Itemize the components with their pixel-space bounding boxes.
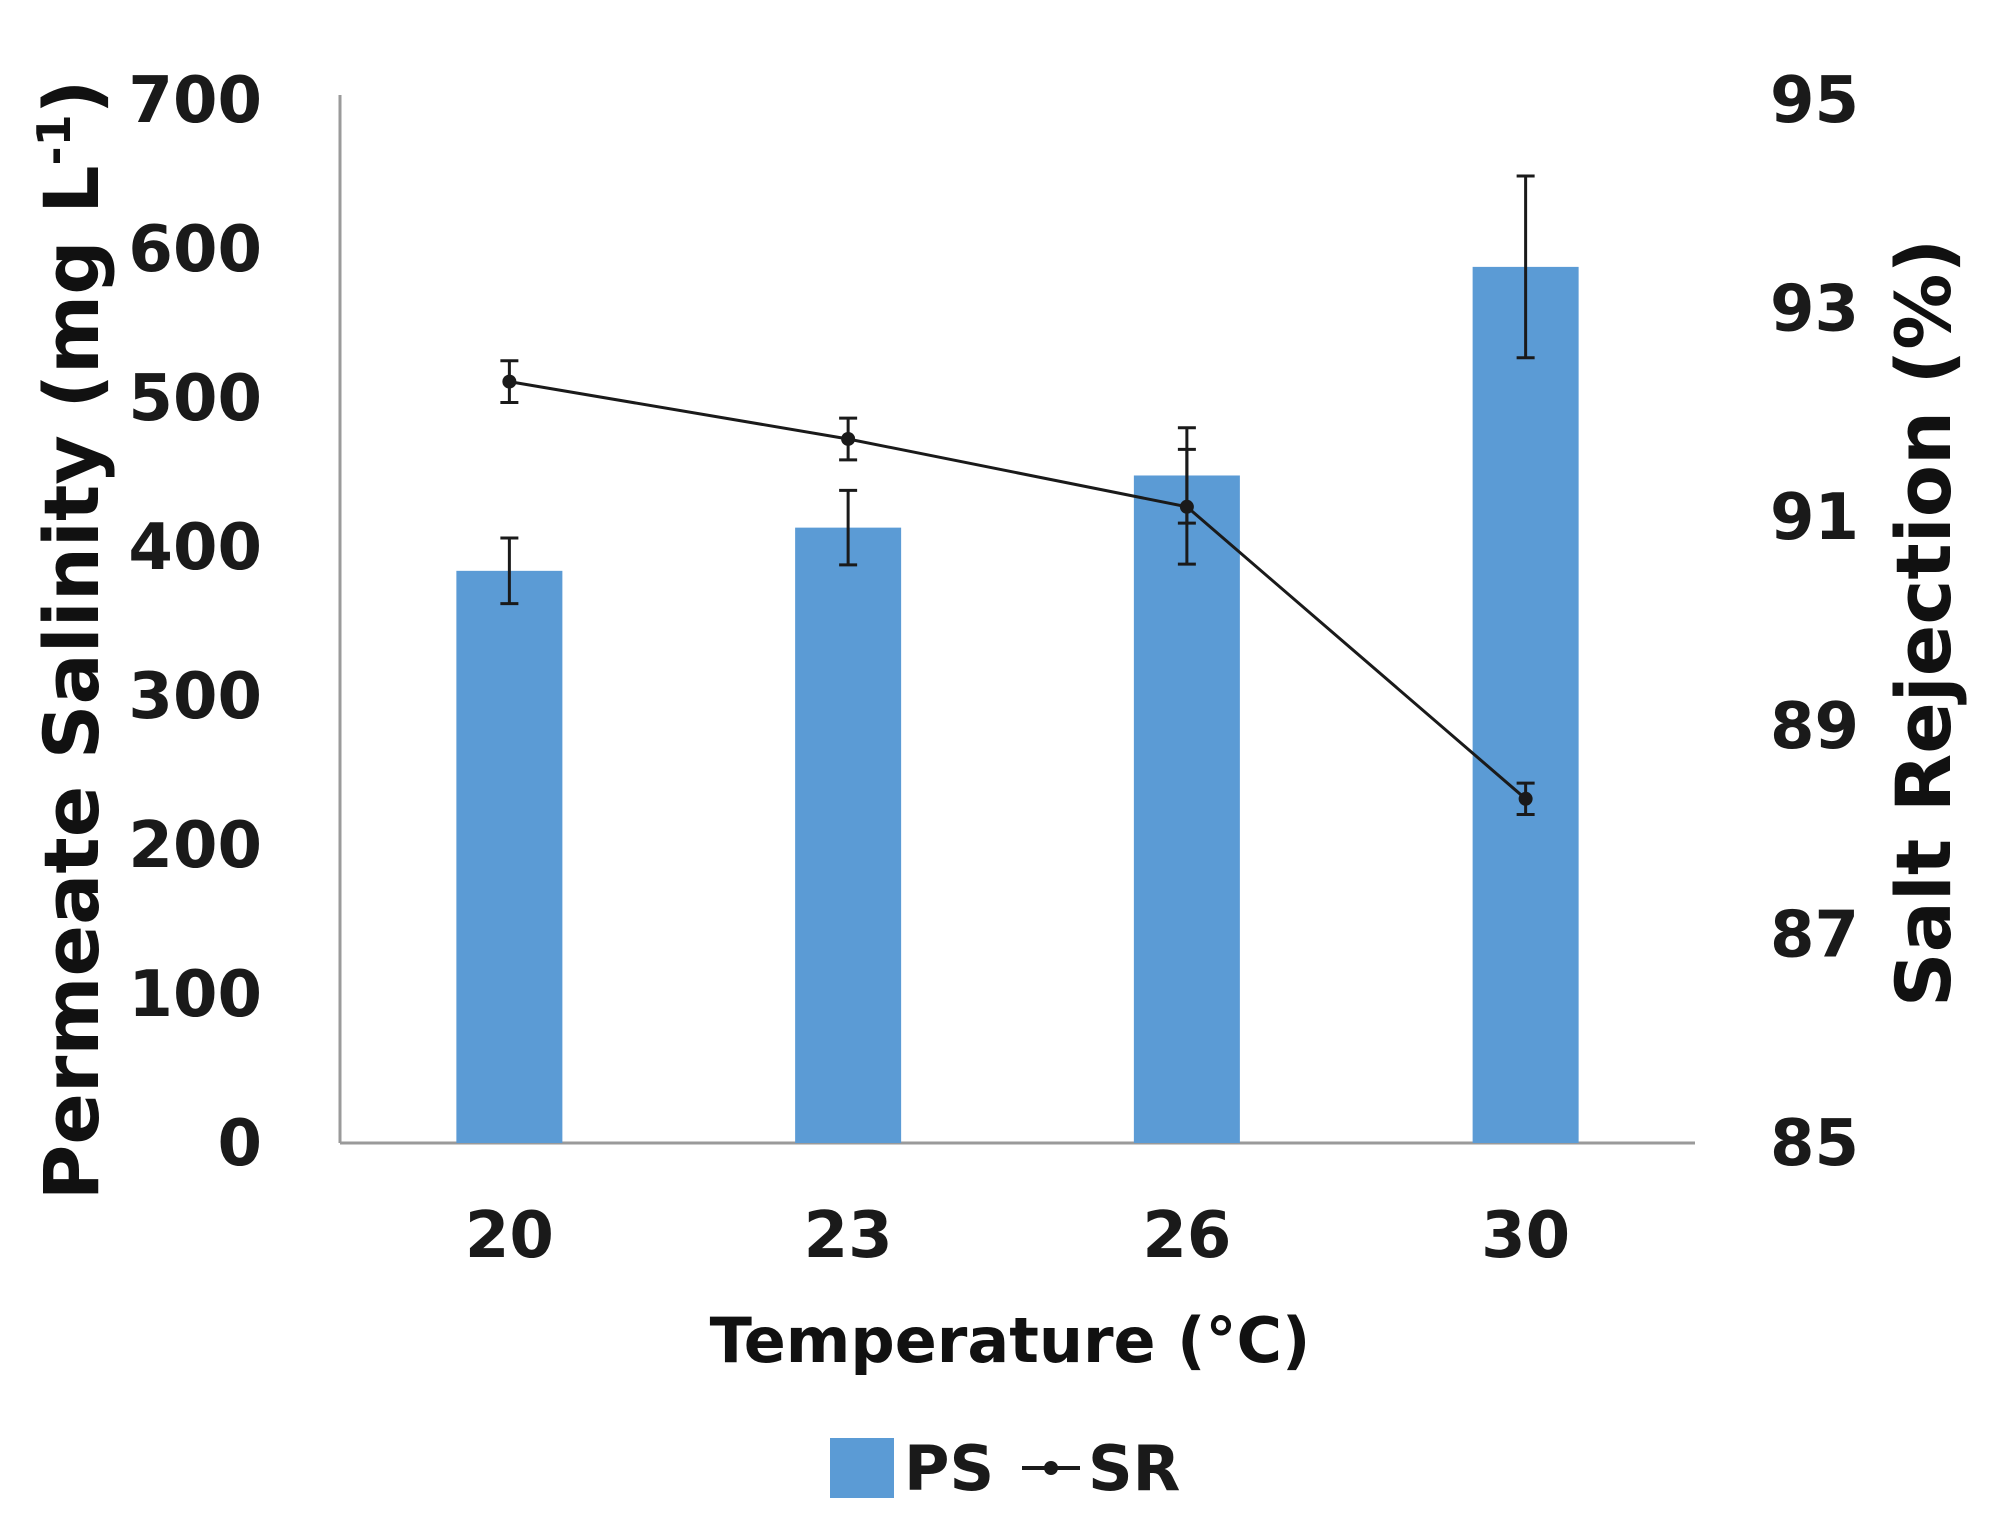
x-tick-label: 26 xyxy=(1142,1199,1231,1273)
bar-ps-26 xyxy=(1133,475,1240,1144)
legend-sr-marker xyxy=(1044,1461,1058,1475)
right-tick-label: 85 xyxy=(1770,1107,1859,1181)
error-bar-ps-20 xyxy=(500,536,519,606)
left-axis-ticks: 0 100 200 300 400 500 600 700 xyxy=(128,64,262,1181)
error-bar-ps-23 xyxy=(839,488,858,567)
left-axis-title: Permeate Salinity (mg L-1) xyxy=(27,80,116,1201)
sr-point-30 xyxy=(1518,791,1533,806)
sr-line-group xyxy=(500,359,1535,816)
right-tick-label: 93 xyxy=(1770,273,1859,347)
bar-ps-20 xyxy=(456,570,563,1143)
legend-ps-swatch xyxy=(830,1438,894,1498)
sr-point-20 xyxy=(502,374,517,389)
right-tick-label: 89 xyxy=(1770,690,1859,764)
left-tick-label: 200 xyxy=(128,809,262,883)
bar-ps-30 xyxy=(1472,266,1579,1143)
sr-point-23 xyxy=(841,431,856,446)
legend-ps-label: PS xyxy=(904,1432,994,1505)
right-tick-label: 87 xyxy=(1770,898,1859,972)
bar-ps-23 xyxy=(795,527,902,1143)
right-axis-title: Salt Rejection (%) xyxy=(1879,239,1968,1007)
x-tick-label: 30 xyxy=(1481,1199,1570,1273)
left-tick-label: 700 xyxy=(128,64,262,138)
sr-point-26 xyxy=(1179,499,1194,514)
left-tick-label: 300 xyxy=(128,660,262,734)
left-tick-label: 0 xyxy=(217,1107,262,1181)
sr-line xyxy=(509,380,1527,800)
right-tick-label: 95 xyxy=(1770,64,1859,138)
left-tick-label: 100 xyxy=(128,958,262,1032)
left-tick-label: 600 xyxy=(128,213,262,287)
right-tick-label: 91 xyxy=(1770,481,1859,555)
x-axis-title: Temperature (°C) xyxy=(710,1304,1311,1377)
error-bar-ps-30 xyxy=(1516,174,1535,360)
bar-error-bars xyxy=(500,174,1535,606)
legend: PS SR xyxy=(830,1432,1180,1505)
x-tick-label: 23 xyxy=(804,1199,893,1273)
x-axis-ticks: 20 23 26 30 xyxy=(465,1199,1570,1273)
right-axis-ticks: 85 87 89 91 93 95 xyxy=(1770,64,1859,1181)
bars-group xyxy=(456,266,1579,1144)
legend-sr-label: SR xyxy=(1088,1432,1180,1505)
left-tick-label: 500 xyxy=(128,362,262,436)
x-tick-label: 20 xyxy=(465,1199,554,1273)
left-tick-label: 400 xyxy=(128,511,262,585)
